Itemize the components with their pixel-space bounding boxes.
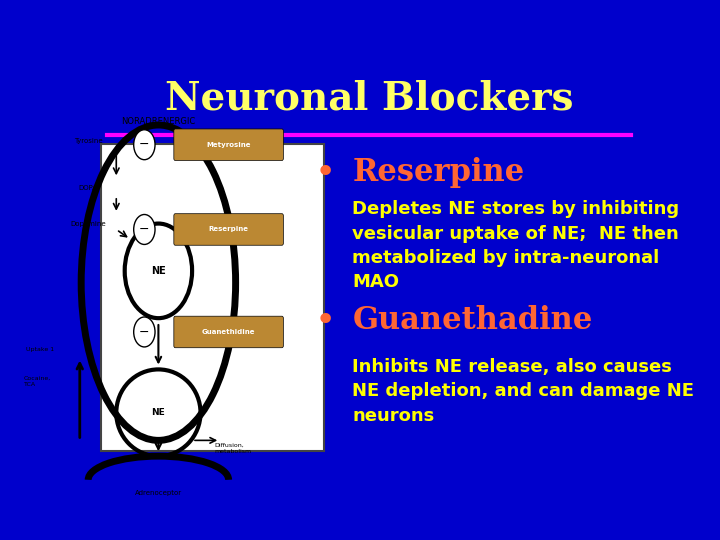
Text: −: − bbox=[139, 138, 150, 151]
Text: Guanethidine: Guanethidine bbox=[202, 329, 256, 335]
Text: Uptake 1: Uptake 1 bbox=[27, 347, 55, 352]
Circle shape bbox=[134, 317, 155, 347]
Text: Cocaine,
TCA: Cocaine, TCA bbox=[24, 376, 51, 387]
FancyBboxPatch shape bbox=[174, 129, 284, 160]
Text: •: • bbox=[314, 303, 336, 338]
Text: Neuronal Blockers: Neuronal Blockers bbox=[165, 79, 573, 117]
Text: Adrenoceptor: Adrenoceptor bbox=[135, 490, 182, 496]
Text: DOPA: DOPA bbox=[78, 185, 98, 191]
FancyBboxPatch shape bbox=[174, 214, 284, 245]
Text: Metyrosine: Metyrosine bbox=[207, 141, 251, 148]
Text: Reserpine: Reserpine bbox=[209, 226, 248, 233]
Text: NE: NE bbox=[151, 408, 166, 417]
FancyBboxPatch shape bbox=[174, 316, 284, 348]
Text: Guanethadine: Guanethadine bbox=[352, 305, 593, 336]
Text: Inhibits NE release, also causes
NE depletion, and can damage NE
neurons: Inhibits NE release, also causes NE depl… bbox=[352, 358, 694, 424]
Text: −: − bbox=[139, 223, 150, 236]
Text: NE: NE bbox=[151, 266, 166, 276]
Text: Depletes NE stores by inhibiting
vesicular uptake of NE;  NE then
metabolized by: Depletes NE stores by inhibiting vesicul… bbox=[352, 200, 680, 291]
FancyBboxPatch shape bbox=[101, 144, 324, 451]
Circle shape bbox=[134, 214, 155, 245]
Text: Dopamine: Dopamine bbox=[71, 220, 106, 227]
Text: Ca²⁺: Ca²⁺ bbox=[209, 323, 225, 329]
Text: Reserpine: Reserpine bbox=[352, 157, 524, 188]
Circle shape bbox=[134, 130, 155, 160]
Text: Diffusion,
metabolism: Diffusion, metabolism bbox=[215, 443, 252, 454]
Text: Tyrosine: Tyrosine bbox=[200, 138, 229, 144]
Text: Tyrosine: Tyrosine bbox=[74, 138, 102, 144]
Text: •: • bbox=[314, 156, 336, 190]
Text: NORADRENERGIC: NORADRENERGIC bbox=[121, 117, 196, 126]
Text: −: − bbox=[139, 326, 150, 339]
